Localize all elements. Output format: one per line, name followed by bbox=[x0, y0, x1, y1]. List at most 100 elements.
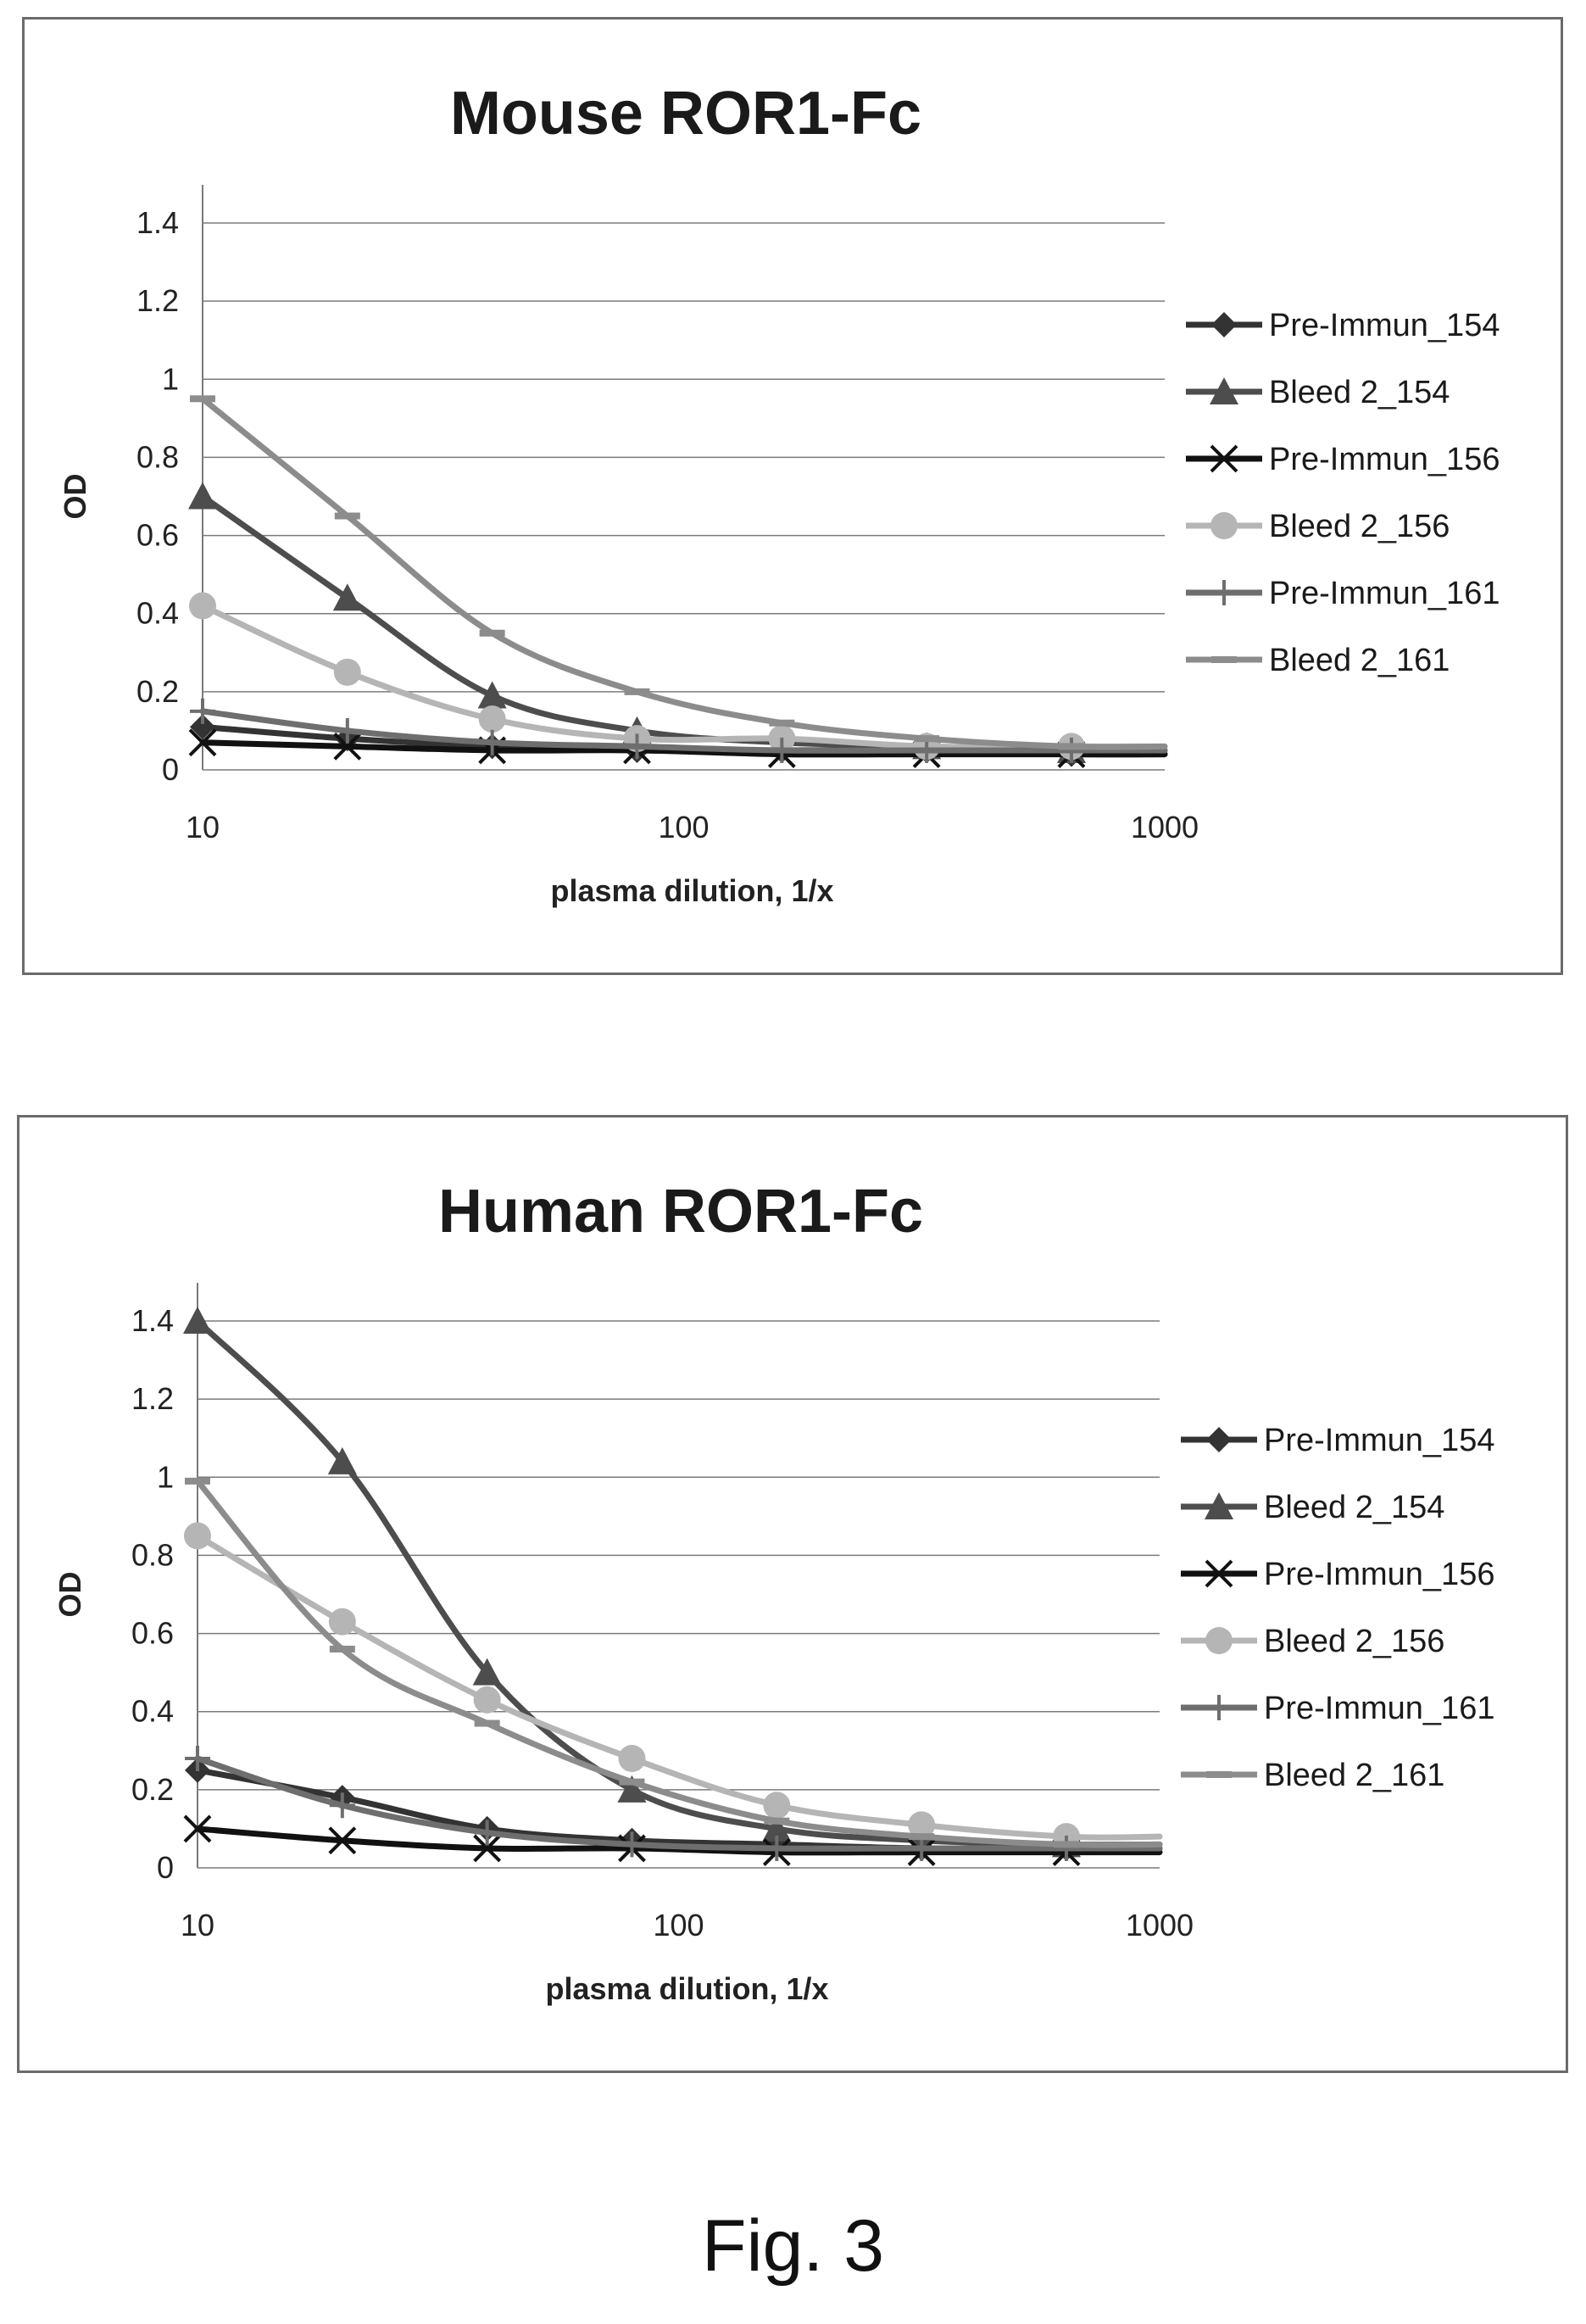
chart-0-series-bleed-2-154-point-2 bbox=[477, 681, 507, 709]
chart-1-series-bleed-2-161-point-3 bbox=[619, 1778, 645, 1786]
chart-0-y-tick-label-4: 0.8 bbox=[136, 439, 179, 474]
chart-0-legend: Pre-Immun_154 Bleed 2_154 Pre-Immun_156 Ble… bbox=[1186, 308, 1500, 678]
chart-0-series-pre-immun-161-point-2 bbox=[479, 729, 505, 755]
chart-1-legend-item-bleed-2-154: Bleed 2_154 bbox=[1181, 1490, 1444, 1525]
chart-1-series-pre-immun-161-point-0 bbox=[185, 1746, 210, 1771]
chart-0-gridlines bbox=[203, 222, 1165, 771]
chart-1-series-bleed-2-161-point-5 bbox=[909, 1833, 935, 1841]
chart-1-series-pre-immun-161-point-2 bbox=[474, 1820, 500, 1846]
figure-caption: Fig. 3 bbox=[701, 2205, 885, 2287]
chart-0-series-bleed-2-161-point-2 bbox=[479, 629, 505, 637]
chart-1-legend-marker-2-stroke-b bbox=[1205, 1559, 1233, 1588]
chart-0-series-pre-immun-161-point-3 bbox=[624, 733, 650, 760]
chart-1-series-pre-immun-156-point-2-stroke-b bbox=[473, 1834, 502, 1863]
chart-0-series-bleed-2-161-point-0 bbox=[190, 395, 215, 403]
chart-1-legend-marker-3 bbox=[1205, 1627, 1233, 1654]
chart-1-legend-label-3: Bleed 2_156 bbox=[1264, 1624, 1444, 1659]
chart-0-legend-item-pre-immun-156: Pre-Immun_156 bbox=[1186, 442, 1500, 477]
chart-1-legend-item-pre-immun-161: Pre-Immun_161 bbox=[1181, 1691, 1494, 1726]
chart-1-series-bleed-2-161-point-1 bbox=[329, 1646, 355, 1652]
chart-1-series-pre-immun-156-line bbox=[194, 1825, 1163, 1856]
chart-0-series-bleed-2-161-point-5 bbox=[914, 735, 940, 743]
chart-1-title: Human ROR1-Fc bbox=[438, 1178, 923, 1246]
chart-0-series-pre-immun-161 bbox=[190, 698, 1168, 763]
chart-0-x-axis-label: plasma dilution, 1/x bbox=[550, 873, 833, 908]
chart-0-legend-marker-4 bbox=[1211, 580, 1237, 605]
chart-1-series-bleed-2-154-point-0 bbox=[183, 1307, 212, 1334]
chart-1-legend-label-4: Pre-Immun_161 bbox=[1264, 1691, 1494, 1726]
chart-0-legend-item-pre-immun-161: Pre-Immun_161 bbox=[1186, 576, 1500, 611]
chart-1-y-tick-label-3: 0.6 bbox=[131, 1616, 174, 1651]
chart-0-series-bleed-2-161 bbox=[190, 395, 1168, 750]
chart-0-y-tick-label-0: 0 bbox=[162, 752, 179, 787]
chart-1-series-bleed-2-154-point-3 bbox=[617, 1775, 647, 1803]
chart-0-series-bleed-2-154-point-0 bbox=[188, 482, 217, 510]
chart-0-legend-item-bleed-2-154: Bleed 2_154 bbox=[1186, 375, 1450, 410]
chart-0-series-group bbox=[188, 395, 1168, 768]
chart-1-legend-item-bleed-2-161: Bleed 2_161 bbox=[1181, 1758, 1444, 1793]
chart-0-legend-marker-1 bbox=[1210, 377, 1238, 404]
chart-1-series-pre-immun-161 bbox=[185, 1746, 1163, 1861]
chart-1-legend-marker-5 bbox=[1206, 1771, 1232, 1778]
chart-0-series-pre-immun-161-point-1 bbox=[334, 717, 360, 744]
chart-1-x-tick-label-2: 1000 bbox=[1126, 1908, 1194, 1942]
chart-1-legend-marker-1 bbox=[1205, 1492, 1233, 1519]
chart-1-legend-item-pre-immun-154: Pre-Immun_154 bbox=[1181, 1423, 1494, 1458]
chart-0-y-tick-label-3: 0.6 bbox=[136, 518, 179, 553]
chart-1-series-pre-immun-156-point-0-stroke-b bbox=[183, 1814, 212, 1843]
chart-0-legend-item-bleed-2-156: Bleed 2_156 bbox=[1186, 509, 1450, 544]
chart-1-series-bleed-2-156-point-5 bbox=[908, 1811, 936, 1839]
chart-0-series-bleed-2-154 bbox=[188, 482, 1168, 763]
chart-human-svg: Human ROR1-Fc 0 0.2 0.4 0.6 0.8 1 1.2 1.4 10 100 10… bbox=[53, 1178, 1494, 2006]
chart-1-legend: Pre-Immun_154 Bleed 2_154 Pre-Immun_156 Ble… bbox=[1181, 1423, 1494, 1793]
chart-0-series-bleed-2-161-point-6 bbox=[1059, 743, 1085, 750]
chart-panel-human: Human ROR1-Fc 0 0.2 0.4 0.6 0.8 1 1.2 1.4 10 100 10… bbox=[17, 1115, 1568, 2073]
chart-0-legend-item-pre-immun-154: Pre-Immun_154 bbox=[1186, 308, 1500, 343]
chart-1-series-bleed-2-154-point-2 bbox=[472, 1658, 502, 1686]
chart-1-series-pre-immun-161-point-6 bbox=[1054, 1835, 1080, 1861]
chart-0-series-bleed-2-161-point-1 bbox=[334, 512, 360, 520]
chart-0-y-tick-label-1: 0.2 bbox=[136, 674, 179, 709]
chart-0-series-bleed-2-156-point-0 bbox=[189, 592, 216, 620]
chart-1-series-pre-immun-156-point-2 bbox=[473, 1834, 502, 1863]
chart-1-legend-marker-2 bbox=[1205, 1559, 1233, 1588]
chart-1-series-bleed-2-161-point-0 bbox=[185, 1477, 210, 1485]
chart-1-series-pre-immun-156-point-0 bbox=[183, 1814, 212, 1843]
chart-1-legend-marker-0 bbox=[1206, 1427, 1232, 1452]
chart-1-y-tick-label-5: 1 bbox=[157, 1459, 174, 1494]
chart-0-y-tick-label-5: 1 bbox=[162, 361, 179, 396]
chart-0-legend-marker-5 bbox=[1211, 656, 1237, 663]
chart-0-series-pre-immun-161-point-0 bbox=[190, 698, 215, 724]
chart-1-series-bleed-2-156 bbox=[184, 1522, 1163, 1851]
chart-0-series-pre-immun-156-point-0-stroke-b bbox=[188, 728, 217, 757]
chart-0-legend-marker-3 bbox=[1210, 512, 1238, 539]
chart-1-legend-label-1: Bleed 2_154 bbox=[1264, 1490, 1444, 1525]
chart-1-series-pre-immun-161-point-4 bbox=[764, 1835, 790, 1861]
chart-1-y-tick-label-2: 0.4 bbox=[131, 1694, 174, 1729]
chart-0-legend-marker-0 bbox=[1211, 312, 1237, 337]
chart-0-series-bleed-2-161-point-3 bbox=[624, 688, 650, 695]
chart-1-series-pre-immun-161-point-1 bbox=[329, 1792, 355, 1819]
chart-0-legend-label-0: Pre-Immun_154 bbox=[1269, 308, 1500, 343]
chart-1-series-group bbox=[183, 1307, 1163, 1866]
chart-0-y-tick-label-6: 1.2 bbox=[136, 283, 179, 318]
chart-0-legend-label-1: Bleed 2_154 bbox=[1269, 375, 1450, 410]
chart-1-x-axis-label: plasma dilution, 1/x bbox=[545, 1971, 828, 2006]
chart-0-x-tick-label-0: 10 bbox=[186, 810, 220, 844]
chart-0-series-pre-immun-156-point-0 bbox=[188, 728, 217, 757]
chart-0-series-bleed-2-161-point-4 bbox=[769, 719, 795, 727]
chart-0-legend-label-5: Bleed 2_161 bbox=[1269, 643, 1450, 678]
chart-panel-mouse: Mouse ROR1-Fc 0 0.2 0.4 0.6 0.8 1 1.2 1.4 10 100 10… bbox=[22, 17, 1563, 975]
chart-0-legend-marker-2-stroke-b bbox=[1210, 444, 1238, 473]
chart-0-series-pre-immun-156-point-1-stroke-b bbox=[333, 732, 362, 761]
chart-0-series-pre-immun-156-point-1 bbox=[333, 732, 362, 761]
chart-1-series-bleed-2-156-point-0 bbox=[184, 1522, 211, 1550]
chart-0-title: Mouse ROR1-Fc bbox=[450, 80, 921, 148]
chart-0-legend-label-2: Pre-Immun_156 bbox=[1269, 442, 1500, 477]
chart-1-x-tick-label-1: 100 bbox=[653, 1908, 704, 1942]
chart-1-series-pre-immun-161-point-3 bbox=[619, 1831, 645, 1858]
chart-1-y-tick-label-4: 0.8 bbox=[131, 1537, 174, 1572]
chart-1-legend-marker-4 bbox=[1206, 1695, 1232, 1720]
chart-1-series-bleed-2-154-point-1 bbox=[327, 1446, 357, 1474]
chart-0-series-pre-immun-156-line bbox=[199, 739, 1168, 758]
